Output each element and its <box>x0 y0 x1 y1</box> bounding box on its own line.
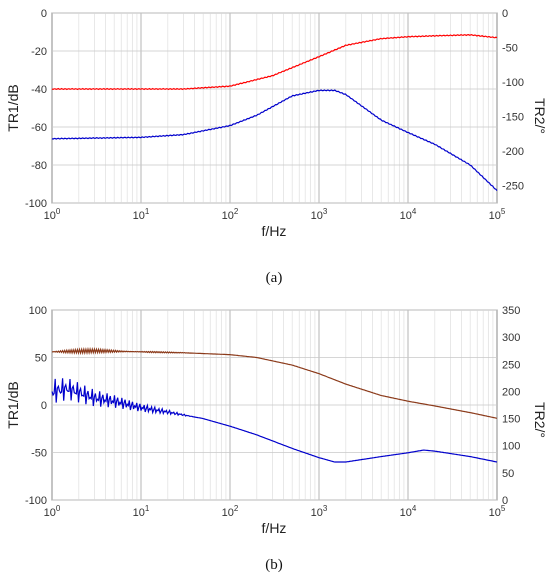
b-xtick-label: 102 <box>222 504 239 519</box>
a-ytick-right-label: -250 <box>502 181 524 193</box>
b-ytick-right-label: 350 <box>502 305 520 317</box>
b-xtick-label: 104 <box>400 504 417 519</box>
panel-b-ylabel-left: TR1/dB <box>5 381 21 428</box>
panel-b-right-ticks: 350 300 250 200 150 100 50 0 <box>502 305 520 507</box>
b-ytick-right-label: 200 <box>502 386 520 398</box>
b-ytick-left-label: 50 <box>35 353 47 365</box>
b-ytick-right-label: 250 <box>502 359 520 371</box>
a-ytick-right-label: -50 <box>502 43 518 55</box>
panel-b-grid <box>52 309 497 501</box>
b-ytick-right-label: 50 <box>502 468 514 480</box>
a-ytick-right-label: -200 <box>502 146 524 158</box>
a-ytick-right-label: -150 <box>502 112 524 124</box>
b-ytick-left-label: -50 <box>31 448 47 460</box>
panel-a-right-ticks: 0 -50 -100 -150 -200 -250 <box>502 8 524 193</box>
b-series-line-2 <box>51 378 498 463</box>
a-xtick-label: 104 <box>400 207 417 222</box>
panel-a-plot-area <box>51 12 498 204</box>
panel-b-ylabel-right: TR2/° <box>532 402 548 438</box>
a-xtick-label: 101 <box>133 207 150 222</box>
a-xtick-label: 105 <box>489 207 506 222</box>
panel-b-left-ticks: 100 50 0 -50 -100 <box>25 305 47 507</box>
b-xtick-label: 100 <box>44 504 61 519</box>
panel-b-series <box>51 346 498 463</box>
panel-a-left-ticks: 0 -20 -40 -60 -80 -100 <box>25 8 47 210</box>
panel-a-ylabel-left: TR1/dB <box>5 84 21 131</box>
a-ytick-right-label: -100 <box>502 77 524 89</box>
b-ytick-right-label: 150 <box>502 414 520 426</box>
a-xtick-label: 102 <box>222 207 239 222</box>
a-ytick-left-label: -40 <box>31 84 47 96</box>
panel-b-caption: (b) <box>265 557 283 573</box>
b-series-line-1 <box>51 346 498 419</box>
b-ytick-right-label: 300 <box>502 332 520 344</box>
b-ytick-left-label: -100 <box>25 495 47 507</box>
panel-b-x-ticks: 100 101 102 103 104 105 <box>44 504 506 519</box>
a-series-line-1 <box>51 33 498 91</box>
panel-b-xlabel: f/Hz <box>262 520 287 536</box>
panel-a-series <box>51 33 498 191</box>
a-ytick-left-label: -20 <box>31 46 47 58</box>
b-xtick-label: 103 <box>311 504 328 519</box>
panel-a-caption: (a) <box>266 270 283 286</box>
panel-a: 0 -20 -40 -60 -80 -100 0 -50 -100 -150 -200 -250 1… <box>5 8 548 286</box>
panel-a-grid <box>52 12 497 204</box>
a-ytick-right-label: 0 <box>502 8 508 20</box>
a-series-line-2 <box>51 89 498 191</box>
a-ytick-left-label: -80 <box>31 160 47 172</box>
panel-a-xlabel: f/Hz <box>262 223 287 239</box>
b-ytick-left-label: 100 <box>29 305 47 317</box>
b-ytick-right-label: 100 <box>502 441 520 453</box>
panel-a-x-ticks: 100 101 102 103 104 105 <box>44 207 506 222</box>
b-ytick-right-label: 0 <box>502 495 508 507</box>
b-ytick-left-label: 0 <box>41 400 47 412</box>
a-ytick-left-label: -100 <box>25 198 47 210</box>
a-ytick-left-label: 0 <box>41 8 47 20</box>
a-xtick-label: 103 <box>311 207 328 222</box>
a-xtick-label: 100 <box>44 207 61 222</box>
a-ytick-left-label: -60 <box>31 122 47 134</box>
b-xtick-label: 101 <box>133 504 150 519</box>
b-xtick-label: 105 <box>489 504 506 519</box>
panel-a-ylabel-right: TR2/° <box>532 98 548 134</box>
